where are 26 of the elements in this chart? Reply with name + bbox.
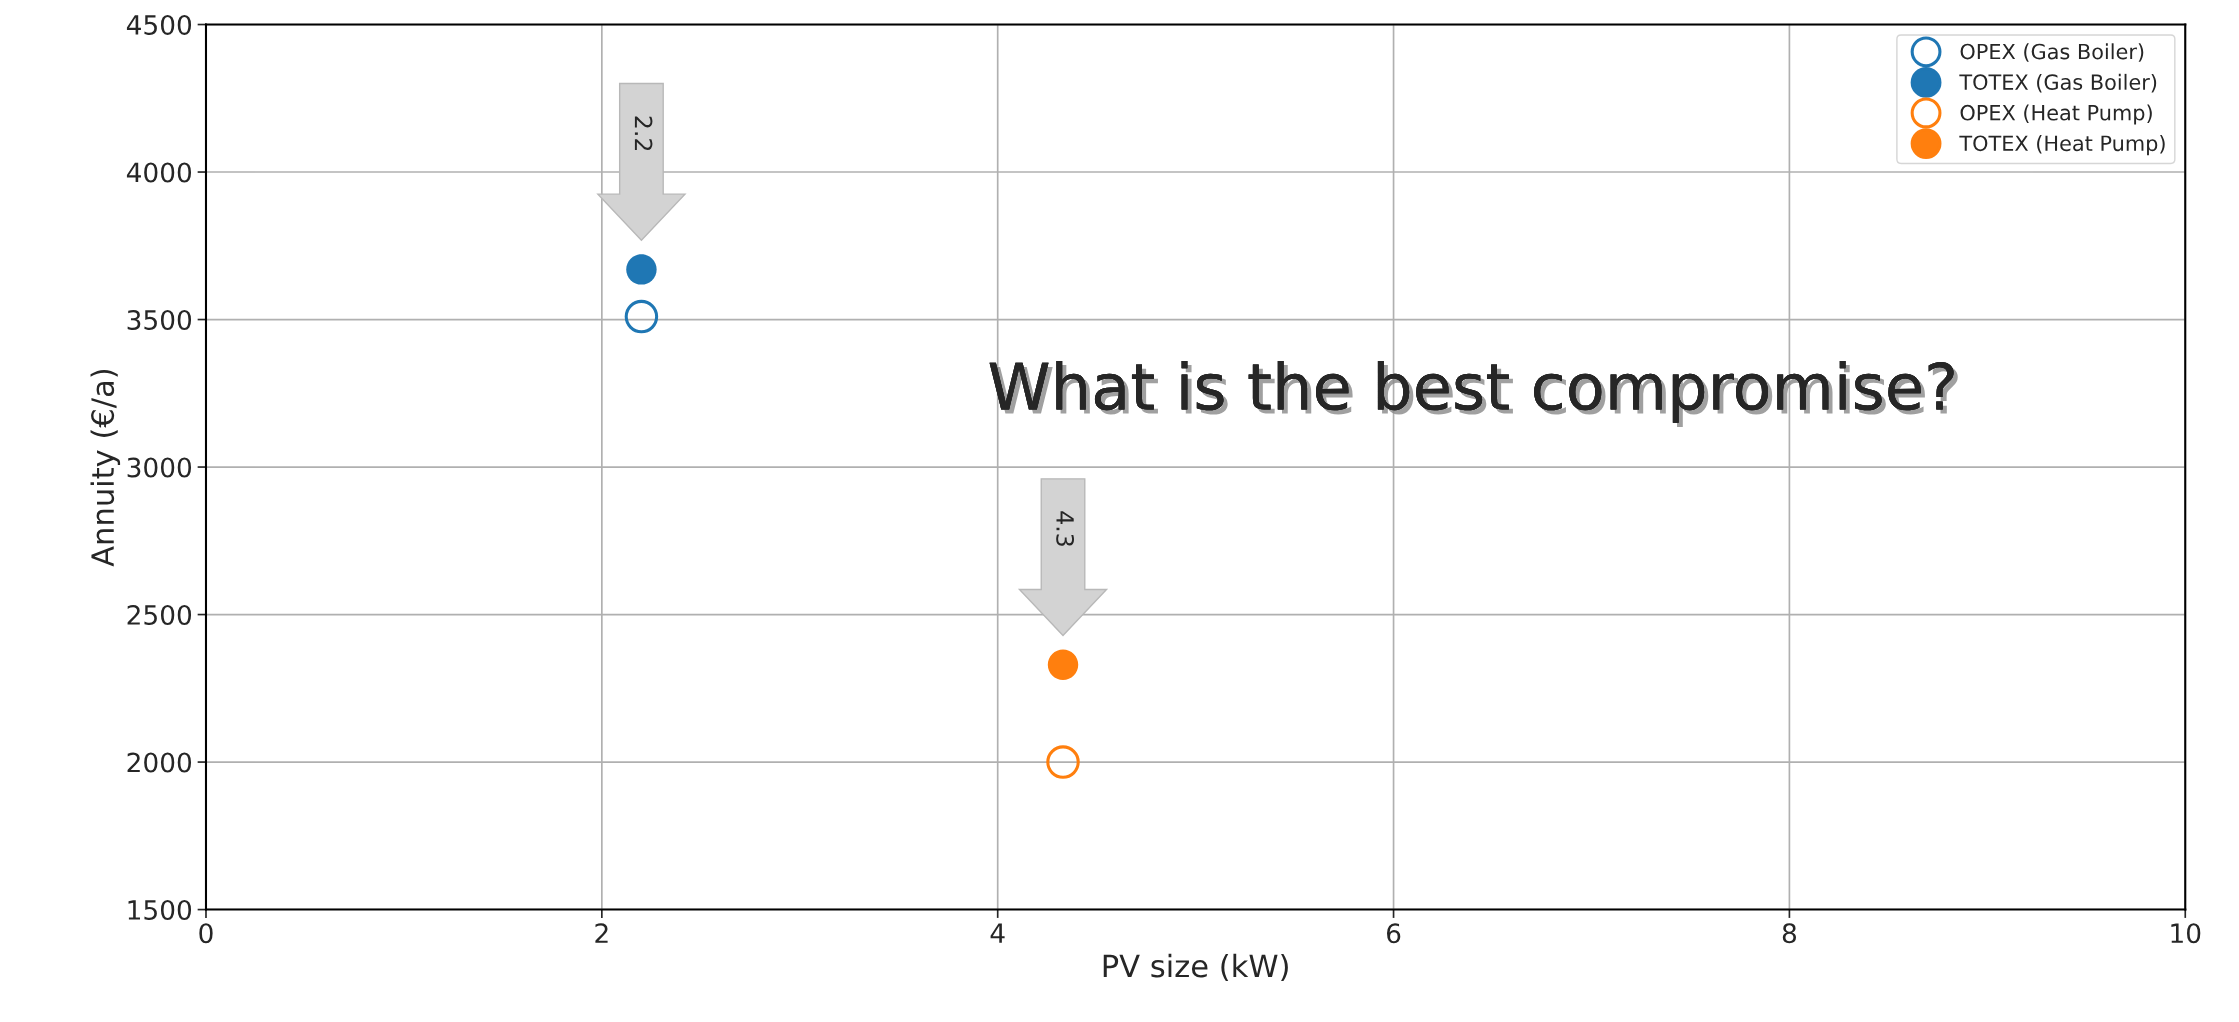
point: [1047, 649, 1079, 680]
legend-label: TOTEX (Heat Pump): [1959, 135, 2165, 156]
x-tick-label: 4: [990, 923, 1005, 943]
y-tick-label: 2000: [127, 752, 192, 773]
x-tick-label: 2: [595, 923, 608, 943]
x-tick-label: 8: [1782, 923, 1796, 944]
y-tick-label: 3500: [127, 309, 192, 330]
y-axis-title: Annuity (€/a): [90, 369, 121, 567]
y-tick-label: 4000: [126, 162, 192, 183]
x-axis-title: PV size (kW): [1103, 953, 1288, 982]
x-tick-label: 6: [1387, 923, 1401, 944]
legend-label: OPEX (Gas Boiler): [1960, 43, 2144, 62]
y-tick-label: 3000: [127, 457, 192, 478]
annotation: 2.2: [634, 116, 653, 151]
annotation: 4.3: [1056, 511, 1075, 546]
legend-label: TOTEX (Gas Boiler): [1959, 73, 2157, 93]
y-tick-label: 1500: [128, 900, 192, 920]
point: [1046, 745, 1080, 779]
y-tick-label: 2500: [127, 605, 192, 625]
point: [624, 299, 659, 334]
x-tick-label: 10: [2171, 923, 2201, 944]
x-tick-label: 0: [199, 923, 213, 944]
point: [626, 254, 657, 285]
y-tick-label: 4500: [126, 14, 192, 35]
legend-label: OPEX (Heat Pump): [1960, 104, 2152, 125]
annotation: What is the best compromise?: [989, 360, 1958, 427]
